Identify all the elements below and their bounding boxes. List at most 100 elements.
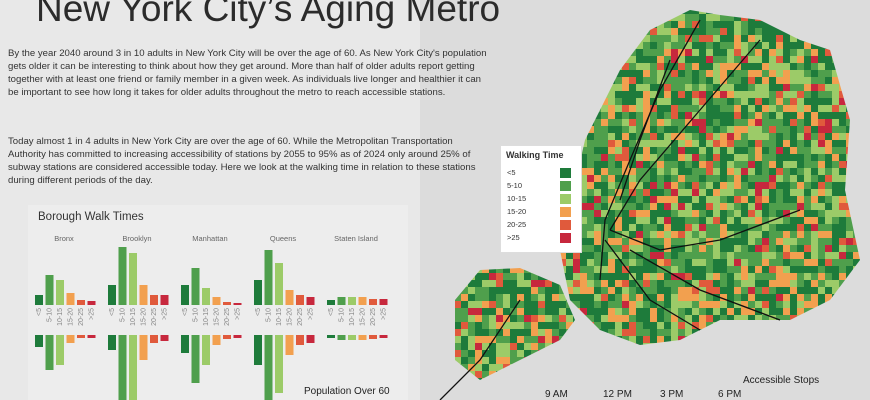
legend-item: 20-25: [507, 220, 575, 232]
category-label: 15-20: [286, 308, 293, 326]
bar: [150, 295, 158, 305]
category-label: 15-20: [67, 308, 74, 326]
bar: [285, 335, 294, 355]
bar: [191, 335, 200, 383]
paragraph: By the year 2040 around 3 in 10 adults i…: [8, 48, 487, 98]
category-label: 10-15: [203, 308, 210, 326]
bar: [45, 275, 54, 305]
legend-label: 15-20: [507, 207, 527, 216]
group-label: Queens: [270, 234, 297, 243]
bar: [129, 335, 137, 400]
title: New York City’s Aging Metro: [36, 0, 501, 29]
category-label: >25: [307, 308, 314, 320]
category-label: 5-10: [338, 308, 345, 322]
bar: [35, 295, 43, 305]
bar: [358, 297, 367, 305]
bar: [275, 263, 283, 305]
bar: [348, 297, 356, 305]
bar: [233, 335, 242, 338]
bar: [327, 300, 335, 305]
bar: [306, 335, 315, 343]
category-label: 20-25: [224, 308, 231, 326]
stops-label: Accessible Stops: [743, 375, 820, 386]
bar: [56, 335, 64, 365]
bar: [66, 335, 75, 343]
bar: [233, 303, 242, 305]
category-label: 10-15: [276, 308, 283, 326]
bar: [181, 285, 189, 305]
bar: [160, 295, 169, 305]
legend-label: >25: [507, 233, 520, 242]
bar: [337, 297, 346, 305]
category-label: <5: [109, 308, 116, 316]
bar: [212, 297, 221, 305]
bar: [181, 335, 189, 353]
population-label: Population Over 60: [304, 386, 390, 397]
category-label: >25: [380, 308, 387, 320]
category-label: <5: [255, 308, 262, 316]
group-label: Staten Island: [334, 234, 378, 243]
legend-label: <5: [507, 168, 516, 177]
bar: [118, 247, 127, 305]
legend-item: 5-10: [507, 181, 575, 193]
group-label: Bronx: [54, 234, 74, 243]
legend-swatch: [560, 194, 571, 204]
bar: [139, 285, 148, 305]
bar: [129, 253, 137, 305]
bar: [306, 297, 315, 305]
bar: [87, 301, 96, 305]
category-label: >25: [88, 308, 95, 320]
bar: [337, 335, 346, 340]
bar: [87, 335, 96, 338]
category-label: <5: [328, 308, 335, 316]
bar: [35, 335, 43, 347]
bar: [139, 335, 148, 360]
time-tab[interactable]: 6 PM: [718, 389, 742, 400]
legend-label: 5-10: [507, 181, 523, 190]
bar: [254, 280, 262, 305]
legend-swatch: [560, 207, 571, 217]
bar: [254, 335, 262, 365]
category-label: 15-20: [140, 308, 147, 326]
legend-item: 10-15: [507, 194, 575, 206]
legend-swatch: [560, 168, 571, 178]
time-tab[interactable]: 12 PM: [603, 389, 632, 400]
category-label: 20-25: [370, 308, 377, 326]
category-label: 15-20: [359, 308, 366, 326]
legend-label: 10-15: [507, 194, 527, 203]
bar: [56, 280, 64, 305]
category-label: 10-15: [349, 308, 356, 326]
bar: [108, 335, 116, 350]
group-label: Manhattan: [192, 234, 227, 243]
bar: [369, 335, 377, 339]
category-label: 5-10: [265, 308, 272, 322]
bar: [296, 295, 304, 305]
bar: [66, 293, 75, 305]
category-label: <5: [36, 308, 43, 316]
legend-label: 20-25: [507, 220, 527, 229]
bar: [191, 268, 200, 305]
legend-swatch: [560, 233, 571, 243]
time-tab[interactable]: 9 AM: [545, 389, 568, 400]
time-tab[interactable]: 3 PM: [660, 389, 684, 400]
category-label: 20-25: [297, 308, 304, 326]
category-label: 20-25: [78, 308, 85, 326]
bar: [379, 299, 388, 305]
group-label: Brooklyn: [122, 234, 151, 243]
bar: [296, 335, 304, 345]
bar: [77, 300, 85, 305]
bar: [77, 335, 85, 338]
category-label: 10-15: [57, 308, 64, 326]
paragraph: Today almost 1 in 4 adults in New York C…: [8, 136, 476, 186]
bar: [327, 335, 335, 338]
bar: [358, 335, 367, 340]
category-label: <5: [182, 308, 189, 316]
bar: [369, 299, 377, 305]
bar: [160, 335, 169, 341]
category-label: >25: [234, 308, 241, 320]
bar: [45, 335, 54, 370]
category-label: 15-20: [213, 308, 220, 326]
legend-swatch: [560, 181, 571, 191]
